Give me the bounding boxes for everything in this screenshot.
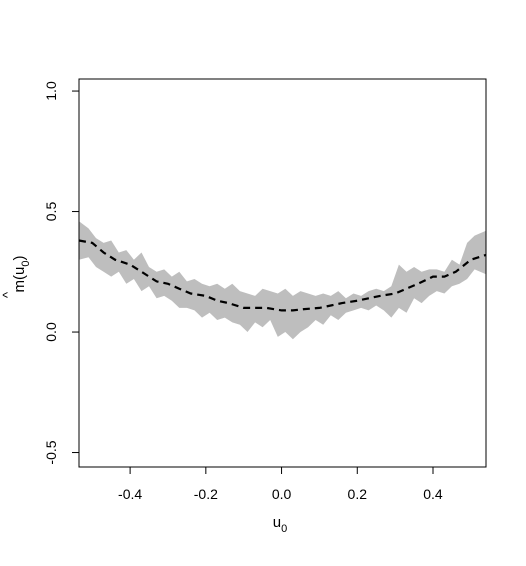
x-tick-label: -0.2 xyxy=(194,486,218,502)
y-axis-title-text: m(u0) xyxy=(11,256,32,293)
y-tick-label: -0.5 xyxy=(43,440,59,464)
y-tick-label: 0.0 xyxy=(43,322,59,342)
y-axis-title: m(u0) ^ xyxy=(0,256,32,298)
y-axis: -0.5 0.0 0.5 1.0 xyxy=(43,81,80,465)
y-tick-label: 1.0 xyxy=(43,81,59,101)
series-line xyxy=(78,239,487,312)
y-tick-label: 0.5 xyxy=(43,202,59,222)
x-tick-label: 0.2 xyxy=(348,486,368,502)
x-tick-label: 0.0 xyxy=(272,486,292,502)
estimate-line-layer xyxy=(78,239,487,312)
y-axis-title-hat: ^ xyxy=(0,291,15,298)
x-axis: -0.4 -0.2 0.0 0.2 0.4 xyxy=(118,466,443,502)
x-tick-label: -0.4 xyxy=(118,486,142,502)
confidence-band xyxy=(79,221,486,340)
x-tick-label: 0.4 xyxy=(423,486,443,502)
confidence-band-layer xyxy=(79,221,486,340)
x-axis-title: u0 xyxy=(273,514,287,535)
